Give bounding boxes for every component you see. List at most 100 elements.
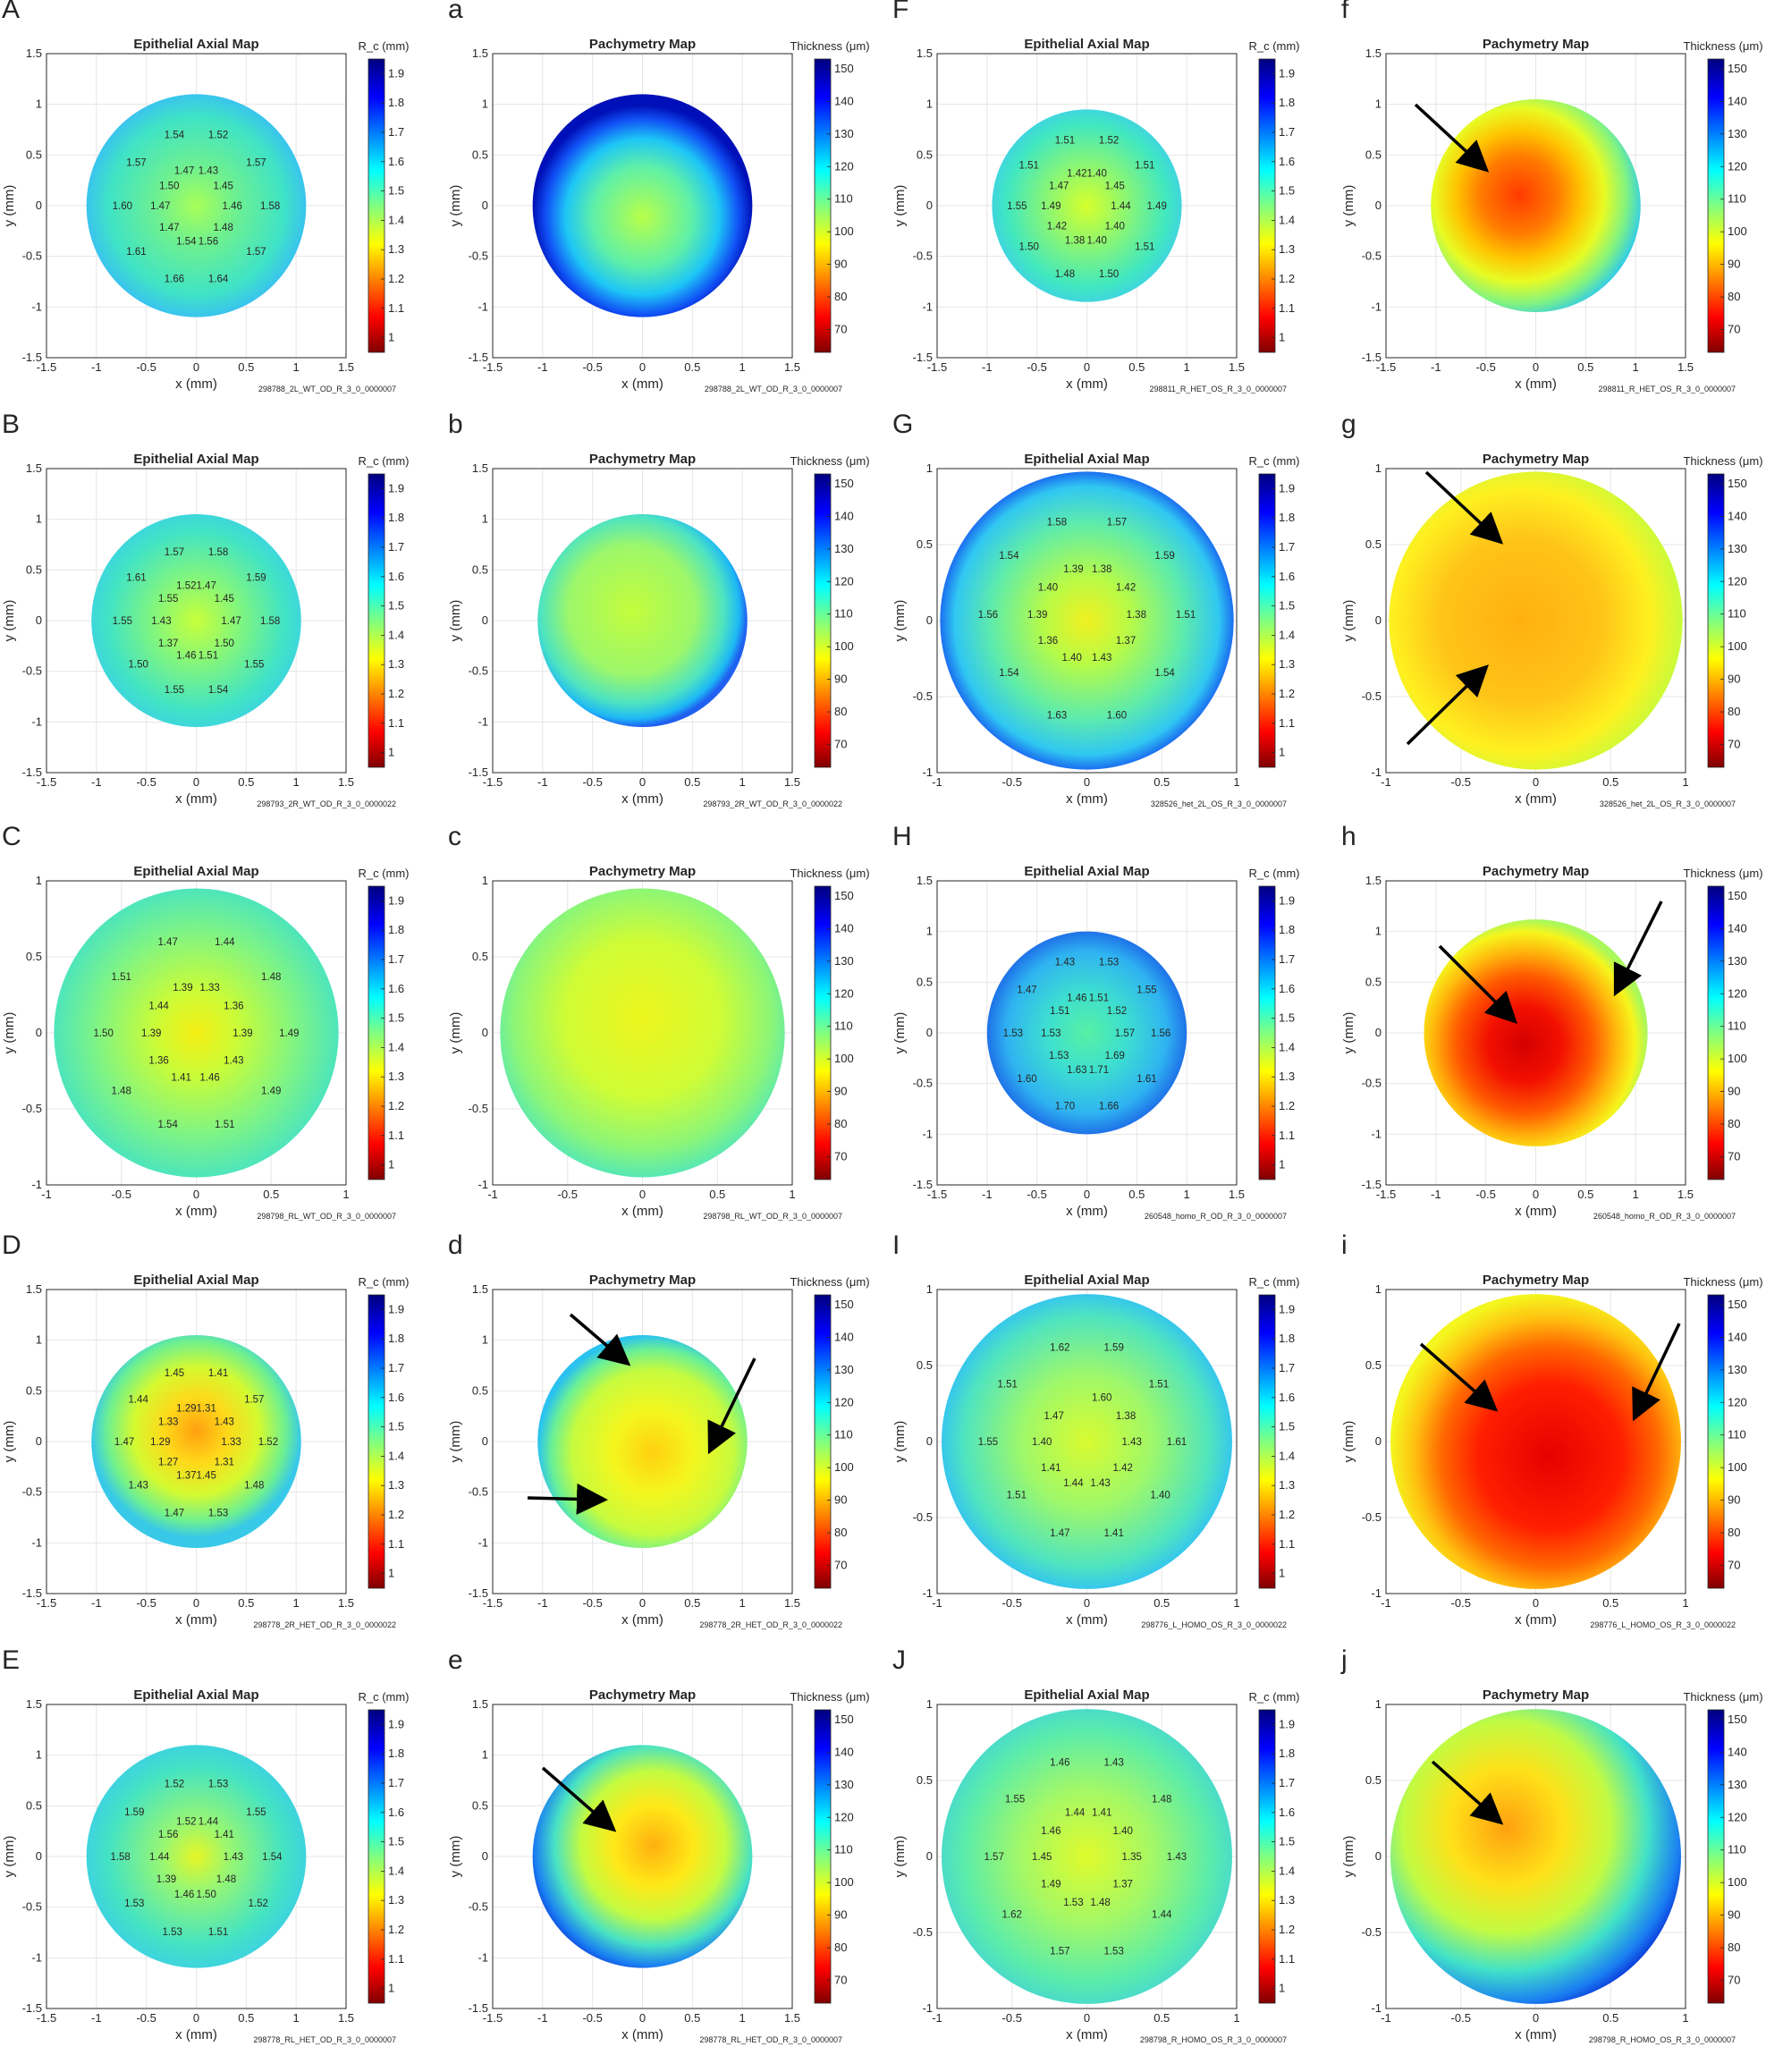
x-axis-label: x (mm) — [1515, 2027, 1557, 2042]
colorbar-tick-label: 80 — [834, 1941, 847, 1954]
y-axis-label: y (mm) — [892, 1012, 908, 1054]
colorbar — [368, 58, 385, 353]
curvature-value: 1.47 — [1044, 1411, 1063, 1422]
colorbar-tick-label: 80 — [834, 1526, 847, 1539]
colorbar-tick-label: 1 — [1279, 1567, 1285, 1580]
colorbar-tick-label: 1.3 — [1279, 242, 1295, 256]
axes-border — [46, 1704, 347, 2009]
annotation-arrow — [1613, 901, 1663, 997]
curvature-value: 1.47 — [1050, 1528, 1069, 1539]
colorbar-tick-label: 70 — [1728, 322, 1740, 335]
x-tick-label: 1 — [1184, 1188, 1190, 1201]
y-tick-label: 0 — [482, 1026, 488, 1039]
axes-border — [492, 880, 793, 1186]
panel-label: I — [892, 1231, 900, 1260]
y-tick-label: 0 — [482, 1434, 488, 1448]
colorbar-tick-label: 1.6 — [1279, 1391, 1295, 1404]
curvature-value: 1.49 — [261, 1087, 281, 1097]
colorbar-tick-label: 1.4 — [388, 1864, 404, 1877]
curvature-value: 1.48 — [213, 223, 232, 233]
y-tick-label: -1 — [477, 300, 488, 313]
colorbar-tick-label: 1.8 — [1279, 96, 1295, 109]
colorbar-tick-label: 1.5 — [388, 599, 404, 613]
map-disc — [532, 1745, 753, 1968]
colorbar-tick-label: 70 — [1728, 1973, 1740, 1986]
file-name: 298788_2L_WT_OD_R_3_0_0000007 — [258, 385, 396, 393]
x-tick-label: -1 — [537, 775, 548, 789]
curvature-value: 1.51 — [1055, 135, 1075, 146]
colorbar-tick-label: 1 — [1279, 746, 1285, 759]
y-tick-label: -1 — [477, 1535, 488, 1549]
curvature-value: 1.53 — [1041, 1028, 1061, 1039]
colorbar — [1258, 58, 1276, 353]
x-tick-label: -1 — [91, 1596, 102, 1610]
x-tick-label: 0.5 — [684, 2011, 700, 2025]
colorbar-tick-label: 120 — [1728, 1810, 1747, 1823]
curvature-value: 1.51 — [1019, 161, 1039, 172]
panel-title: Pachymetry Map — [1483, 1687, 1589, 1703]
curvature-value: 1.55 — [1005, 1794, 1025, 1805]
x-tick-label: 0 — [1084, 1188, 1090, 1201]
colorbar-tick-label: 100 — [1728, 1052, 1747, 1065]
colorbar-title: R_c (mm) — [358, 867, 409, 880]
colorbar-tick-label: 90 — [834, 1908, 847, 1922]
curvature-value: 1.48 — [1055, 269, 1075, 280]
x-tick-label: -0.5 — [112, 1188, 131, 1201]
x-tick-label: 0 — [193, 360, 199, 374]
map-disc — [1424, 919, 1648, 1146]
curvature-value: 1.41 — [215, 1830, 234, 1840]
panel-title: Pachymetry Map — [589, 864, 696, 879]
y-tick-label: 1 — [926, 461, 933, 475]
x-tick-label: -1.5 — [483, 1596, 503, 1610]
curvature-value: 1.51 — [1007, 1491, 1027, 1501]
x-tick-label: 0 — [193, 2011, 199, 2025]
x-axis-label: x (mm) — [1515, 791, 1557, 807]
curvature-value: 1.57 — [246, 157, 266, 168]
axes-border — [492, 53, 793, 359]
colorbar-tick-label: 1.9 — [1279, 1717, 1295, 1730]
y-tick-label: 0.5 — [917, 1358, 933, 1372]
y-tick-label: -0.5 — [913, 1510, 933, 1524]
y-tick-label: -0.5 — [1362, 689, 1382, 703]
curvature-value: 1.53 — [124, 1899, 144, 1909]
y-tick-label: 0 — [926, 1434, 933, 1448]
curvature-value: 1.43 — [215, 1417, 234, 1427]
panel-D: D Epithelial Axial Map -1.5-1.5 -1 -1 -0.5 -0.… — [2, 1231, 410, 1629]
x-tick-label: 0.5 — [1577, 1188, 1593, 1201]
y-tick-label: 0 — [1375, 1026, 1382, 1039]
x-tick-label: -1 — [982, 1188, 993, 1201]
y-tick-label: 0.5 — [917, 537, 933, 551]
colorbar-tick-label: 150 — [834, 62, 854, 75]
x-tick-label: 0.5 — [684, 360, 700, 374]
curvature-value: 1.52 — [1099, 135, 1119, 146]
colorbar-tick-label: 1.5 — [388, 1011, 404, 1025]
x-tick-label: 0.5 — [238, 775, 254, 789]
x-tick-label: -0.5 — [582, 2011, 602, 2025]
axes-border — [492, 468, 793, 774]
panel-title: Epithelial Axial Map — [1024, 864, 1149, 879]
curvature-value: 1.38 — [1116, 1411, 1136, 1422]
file-name: 298793_2R_WT_OD_R_3_0_0000022 — [257, 799, 396, 808]
colorbar-tick-label: 90 — [1728, 1908, 1740, 1922]
axes-border — [936, 468, 1238, 774]
colorbar-tick-label: 110 — [834, 1428, 853, 1442]
curvature-value: 1.49 — [1146, 201, 1166, 212]
colorbar-tick-label: 130 — [1728, 954, 1747, 968]
colorbar-tick-label: 1 — [388, 331, 394, 344]
curvature-value: 1.58 — [110, 1852, 130, 1863]
x-tick-label: -1 — [91, 360, 102, 374]
curvature-value: 1.41 — [1041, 1463, 1061, 1474]
y-axis-label: y (mm) — [2, 1012, 17, 1054]
curvature-value: 1.53 — [208, 1508, 228, 1518]
panel-C: C Epithelial Axial Map -1-1 -0.5 -0.5 0 0 0.5 0.… — [2, 822, 410, 1221]
y-tick-label: 0.5 — [26, 1798, 42, 1812]
curvature-value: 1.43 — [1167, 1852, 1187, 1863]
x-tick-label: -1 — [537, 360, 548, 374]
curvature-value: 1.59 — [1154, 551, 1174, 562]
x-tick-label: -0.5 — [1451, 2011, 1471, 2025]
y-tick-label: 1 — [926, 1282, 933, 1296]
colorbar-tick-label: 150 — [1728, 62, 1747, 75]
y-tick-label: -1.5 — [469, 2001, 488, 2015]
axes-border — [1385, 1704, 1686, 2009]
y-tick-label: -1 — [477, 1950, 488, 1964]
